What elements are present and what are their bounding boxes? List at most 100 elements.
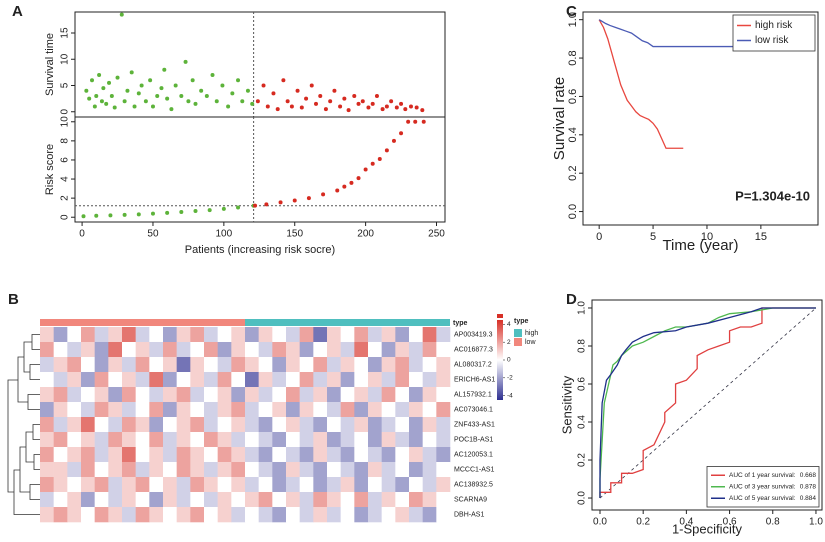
legend-label: low risk [755,35,789,46]
point [236,205,241,210]
point [99,99,104,104]
heatmap-cell [381,492,396,508]
heatmap-cell [409,477,423,493]
y-tick-label: 2 [60,195,71,201]
y-tick-label: 0.0 [577,491,588,505]
heatmap-cell [368,357,382,373]
heatmap-cell [258,417,273,433]
row-label: DBH-AS1 [454,511,484,518]
point [179,209,184,214]
heatmap-cell [53,447,68,463]
y-tick-label: 6 [60,157,71,163]
point [226,104,231,109]
heatmap-cell [313,432,328,448]
curve [599,307,816,499]
heatmap-cell [108,417,123,433]
heatmap-cell [94,447,109,463]
heatmap-cell [409,447,423,463]
point [165,210,170,215]
point [377,157,382,161]
heatmap-cell [53,417,68,433]
heatmap-cell [409,357,423,373]
heatmap-cell [245,477,259,493]
point [304,96,309,101]
heatmap-cell [272,492,287,508]
point [271,91,276,96]
heatmap-cell [67,357,82,373]
heatmap-cell [286,447,300,463]
heatmap-cell [299,492,314,508]
heatmap-cell [395,507,410,523]
heatmap-cell [217,402,232,418]
point [90,78,95,83]
heatmap-cell [436,387,451,403]
heatmap-cell [313,462,328,478]
x-tick-label: 100 [216,229,233,240]
heatmap-cell [40,507,54,523]
heatmap-cell [245,447,259,463]
heatmap-cell [327,432,341,448]
heatmap-cell [368,492,382,508]
panel-letter: B [8,291,19,308]
heatmap-cell [340,342,355,358]
point [190,78,195,83]
heatmap-cell [422,327,437,343]
colorbar-label: 0 [507,357,511,364]
point [122,99,127,104]
heatmap-cell [272,507,287,523]
heatmap-cell [327,477,341,493]
heatmap-cell [81,462,95,478]
heatmap-cell [67,327,82,343]
point [389,99,394,104]
legend-swatch [514,338,522,346]
heatmap-cell [40,492,54,508]
point [214,99,219,104]
point [81,214,86,219]
heatmap-cell [40,327,54,343]
point [143,99,148,104]
heatmap-cell [190,387,205,403]
heatmap-cell [272,342,287,358]
heatmap-cell [272,357,287,373]
point [399,131,404,136]
point [240,99,245,104]
heatmap-cell [299,402,314,418]
legend-auc: 0.878 [800,483,817,490]
heatmap-cell [122,432,136,448]
heatmap-cell [354,342,369,358]
point [255,99,260,104]
y-tick-label: 4 [60,176,71,182]
heatmap-cell [108,402,123,418]
heatmap-cell [313,402,328,418]
heatmap-cell [163,357,177,373]
heatmap-cell [286,342,300,358]
heatmap-cell [299,327,314,343]
heatmap-cell [53,372,68,388]
annotation-bar [245,319,450,326]
legend-auc: 0.884 [800,495,817,502]
point [173,83,178,88]
heatmap-cell [354,387,369,403]
heatmap-cell [354,432,369,448]
heatmap-cell [40,432,54,448]
heatmap-cell [422,372,437,388]
panel-letter: C [566,3,577,20]
heatmap-cell [245,417,259,433]
heatmap-cell [340,372,355,388]
heatmap-cell [381,357,396,373]
heatmap-cell [163,387,177,403]
heatmap-cell [436,402,451,418]
heatmap-cell [40,357,54,373]
heatmap-cell [340,477,355,493]
curve [599,307,816,499]
y-tick-label: 0.6 [567,89,579,104]
dendrogram [7,334,40,515]
y-tick-label: 0.2 [567,166,579,181]
heatmap-cell [122,357,136,373]
heatmap-cell [436,507,451,523]
point [129,70,134,75]
heatmap-cell [149,447,164,463]
heatmap-cell [176,477,191,493]
point [220,83,225,88]
y-tick-label: 0.6 [577,377,588,391]
